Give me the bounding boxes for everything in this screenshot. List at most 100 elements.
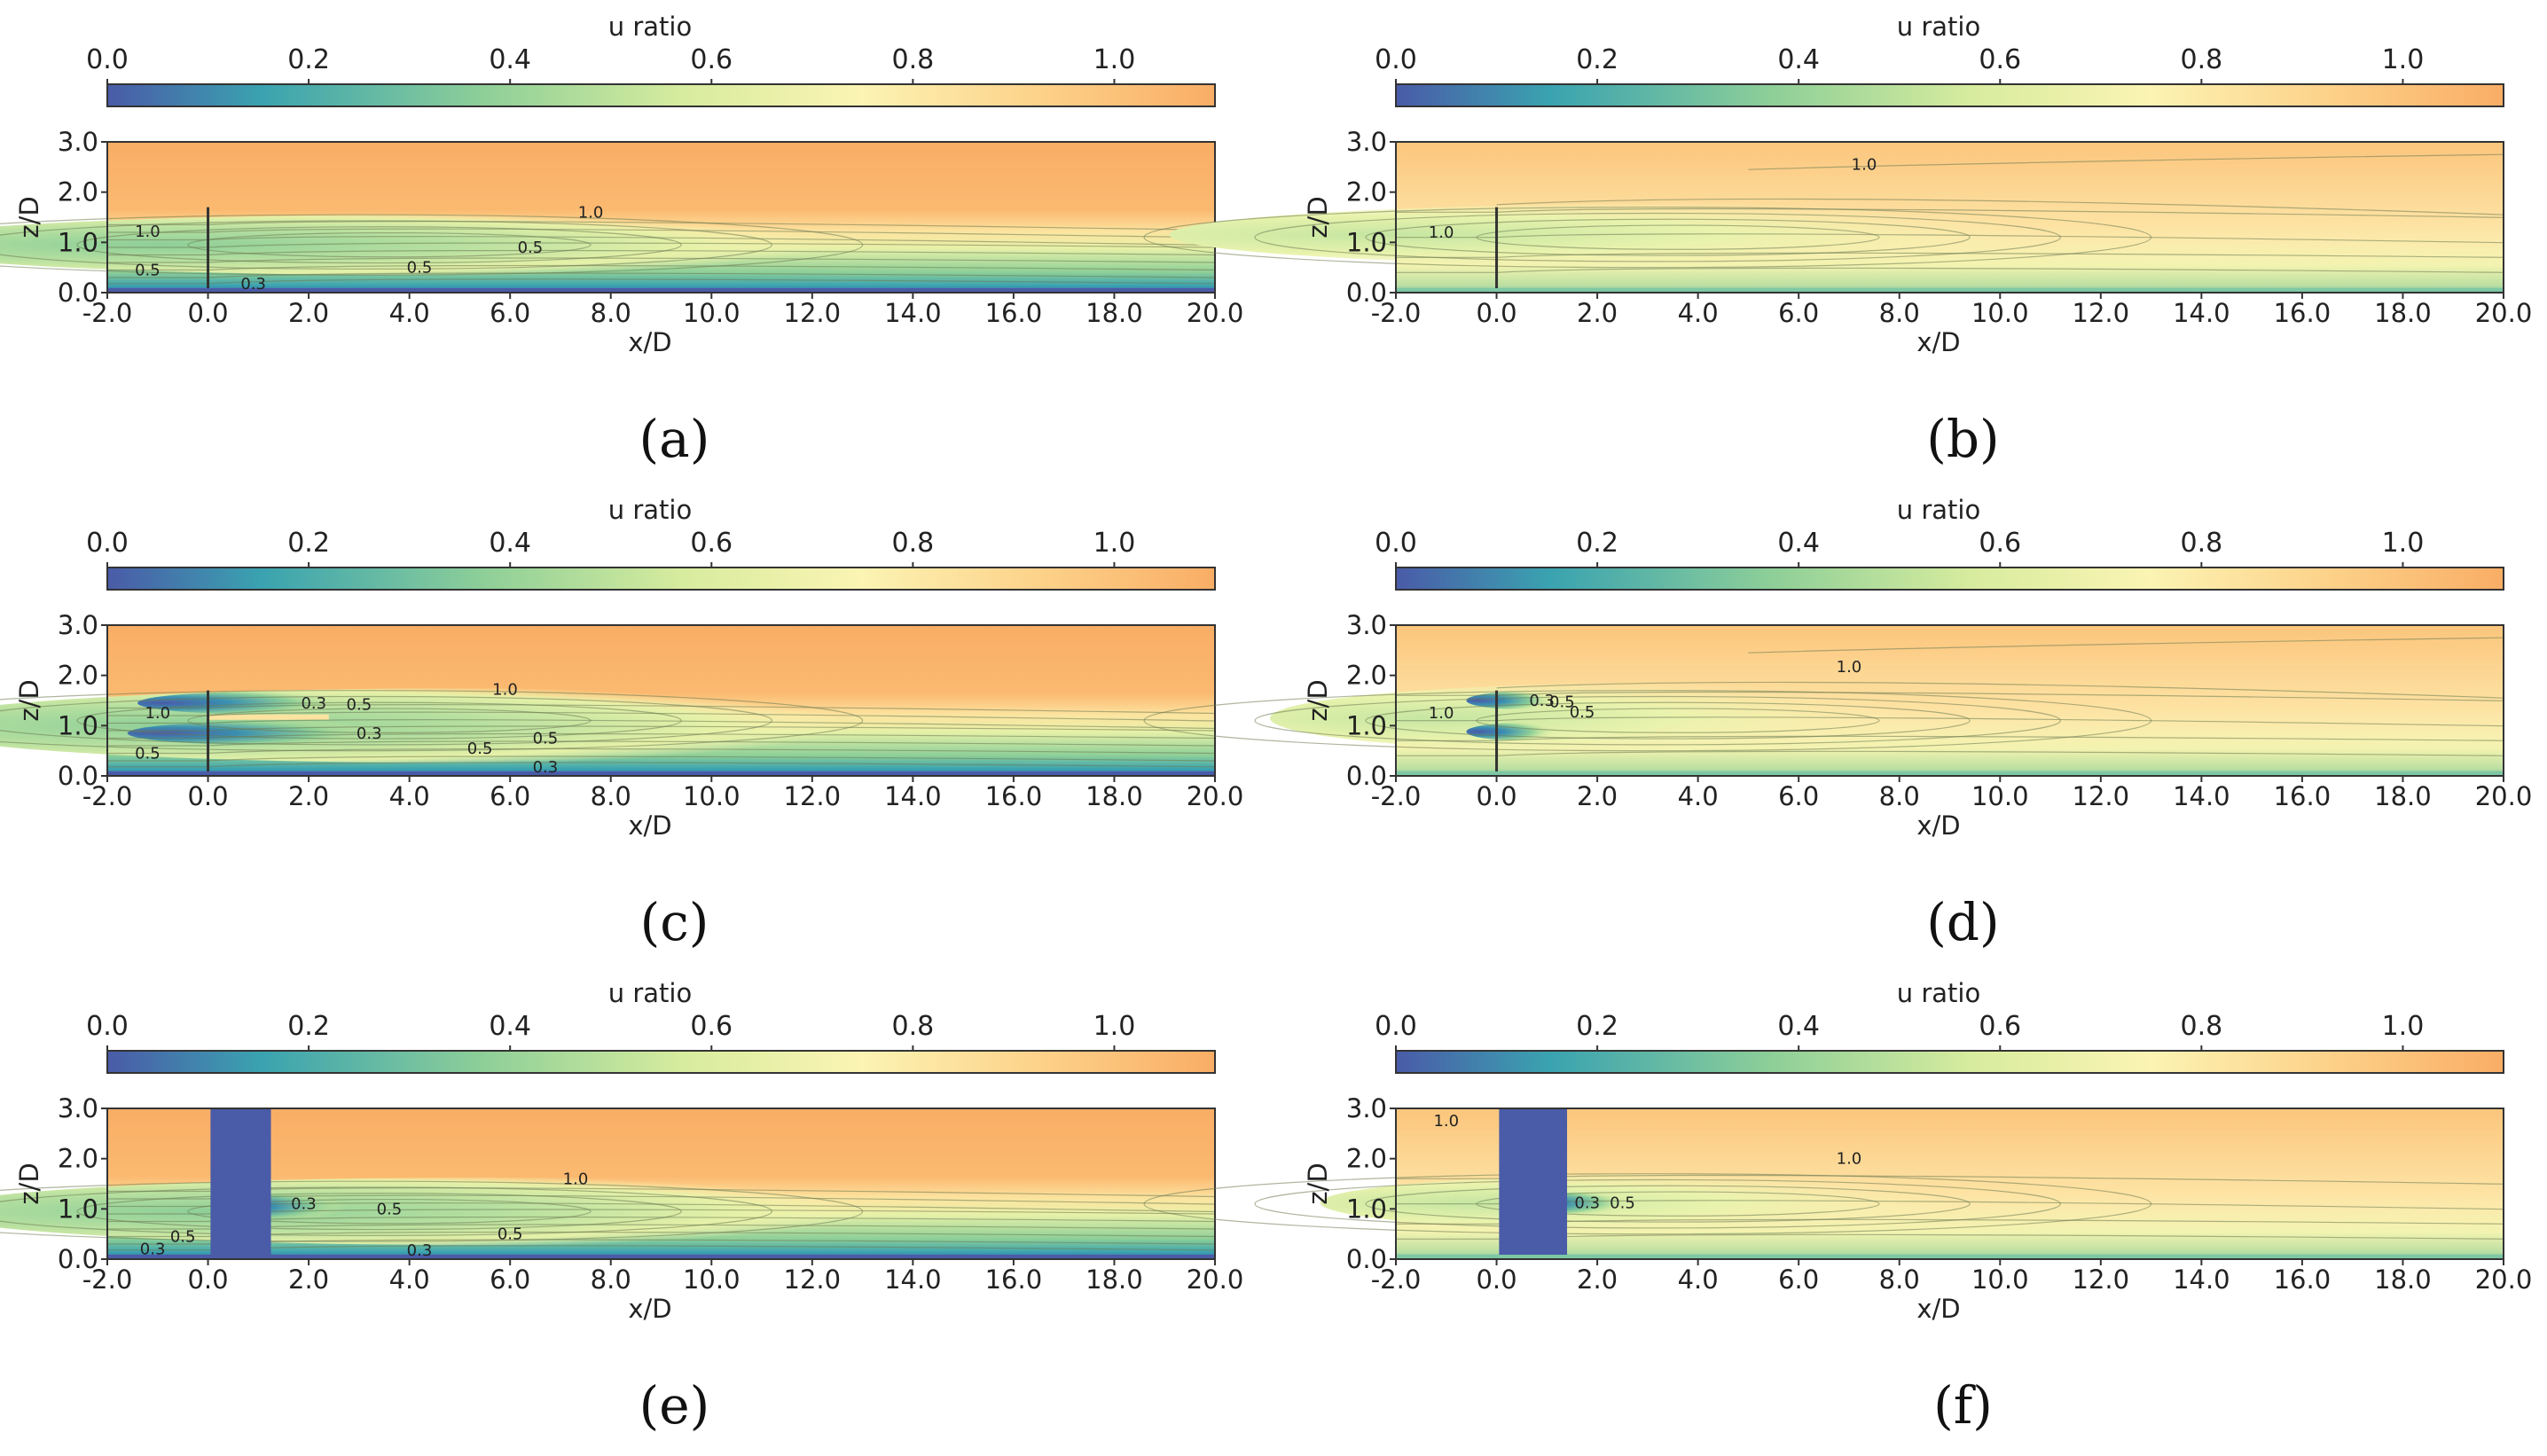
x-tick-label: 8.0 xyxy=(591,781,631,811)
colorbar-tick-label: 0.4 xyxy=(489,44,531,75)
contour-label: 1.0 xyxy=(1852,156,1877,175)
x-tick-label: 14.0 xyxy=(2173,781,2230,811)
y-tick-label: 0.0 xyxy=(1346,278,1387,308)
tower-block xyxy=(210,1108,271,1259)
y-tick-label: 0.0 xyxy=(58,278,98,308)
tower-block xyxy=(1499,1108,1568,1259)
x-tick-label: 16.0 xyxy=(2274,1264,2331,1295)
contour-field: 1.0 1.0 0.3 0.5 0.3 0.5 0.5 0.5 0.3 xyxy=(0,625,1216,777)
x-tick-label: 12.0 xyxy=(2073,781,2130,811)
x-tick-label: 2.0 xyxy=(288,298,329,328)
contour-line xyxy=(1476,1191,1880,1217)
colorbar-tick-label: 0.6 xyxy=(690,44,733,75)
contour-line xyxy=(107,249,1216,256)
x-tick-label: 20.0 xyxy=(2475,298,2533,328)
contour-label: 0.3 xyxy=(291,1195,317,1214)
contour-field: 1.0 1.0 xyxy=(1143,142,2504,293)
x-tick-label: 10.0 xyxy=(1971,1264,2029,1295)
colorbar-label: u ratio xyxy=(1897,978,1980,1008)
contour-lines xyxy=(0,690,1216,768)
colorbar-tick-label: 0.6 xyxy=(1979,528,2021,559)
colorbar-tick-label: 0.8 xyxy=(2181,1011,2223,1042)
contour-line xyxy=(107,762,1216,768)
y-tick-label: 2.0 xyxy=(58,1144,98,1174)
contour-label: 0.3 xyxy=(533,758,559,777)
x-tick-label: 10.0 xyxy=(683,781,741,811)
colorbar-label: u ratio xyxy=(1897,495,1980,525)
contour-label: 0.5 xyxy=(1570,703,1595,722)
y-tick-label: 3.0 xyxy=(58,1093,98,1123)
contour-line xyxy=(0,695,772,746)
x-tick-label: 18.0 xyxy=(2374,781,2432,811)
x-tick-label: 10.0 xyxy=(683,1264,741,1295)
colorbar xyxy=(1395,567,2504,591)
contour-label: 1.0 xyxy=(1837,1150,1862,1169)
contour-line xyxy=(187,708,592,733)
axes-frame xyxy=(106,141,1216,294)
x-axis-label: x/D xyxy=(628,810,671,841)
x-tick-label: 6.0 xyxy=(490,781,530,811)
contour-lines xyxy=(1143,153,2504,273)
contour-label: 0.5 xyxy=(1610,1194,1635,1213)
colorbar-tick-label: 1.0 xyxy=(1093,1011,1136,1042)
y-tick-label: 1.0 xyxy=(58,1194,98,1224)
colorbar xyxy=(106,1050,1216,1074)
x-tick-label: 0.0 xyxy=(1476,1264,1516,1295)
x-tick-label: -2.0 xyxy=(82,1264,133,1295)
x-tick-label: 12.0 xyxy=(784,298,842,328)
x-tick-label: 12.0 xyxy=(2073,298,2130,328)
contour-line xyxy=(1748,153,2504,170)
x-axis-label: x/D xyxy=(1916,810,1960,841)
x-tick-label: 2.0 xyxy=(288,1264,329,1295)
panel-caption: (a) xyxy=(639,409,710,469)
colorbar-tick-label: 1.0 xyxy=(1093,528,1136,559)
y-tick-label: 0.0 xyxy=(58,1244,98,1274)
x-tick-label: 0.0 xyxy=(1476,781,1516,811)
contour-line xyxy=(1143,207,2152,269)
x-tick-label: 18.0 xyxy=(1085,1264,1143,1295)
x-tick-label: 12.0 xyxy=(784,1264,842,1295)
contour-label: 0.5 xyxy=(498,1225,523,1244)
contour-label: 1.0 xyxy=(1429,704,1454,723)
colorbar-tick-label: 0.8 xyxy=(892,44,935,75)
panel-caption: (e) xyxy=(639,1375,710,1436)
contour-field: 1.01.00.30.50.5 xyxy=(1143,625,2504,776)
x-tick-label: 12.0 xyxy=(2073,1264,2130,1295)
contour-line xyxy=(0,1186,772,1236)
contour-line xyxy=(107,719,1216,730)
contour-line xyxy=(1396,750,2504,756)
x-tick-label: 14.0 xyxy=(2173,298,2230,328)
x-tick-label: 20.0 xyxy=(1187,298,1244,328)
y-axis-label: z/D xyxy=(14,196,44,238)
colorbar-label: u ratio xyxy=(608,978,692,1008)
contour-label: 0.5 xyxy=(347,696,372,715)
x-tick-label: 12.0 xyxy=(784,781,842,811)
contour-label: 0.5 xyxy=(1549,693,1575,712)
x-tick-label: 18.0 xyxy=(1085,298,1143,328)
contour-label: 0.5 xyxy=(533,730,559,748)
colorbar-tick-label: 0.6 xyxy=(690,528,733,559)
x-tick-label: 6.0 xyxy=(490,1264,530,1295)
contour-label: 1.0 xyxy=(563,1170,589,1188)
colorbar-label: u ratio xyxy=(1897,12,1980,42)
contour-label: 0.5 xyxy=(518,239,544,257)
colorbar-label: u ratio xyxy=(608,12,692,42)
contour-line xyxy=(107,221,1216,231)
contour-line xyxy=(1254,212,2062,262)
colorbar-tick-label: 0.8 xyxy=(2181,44,2223,75)
contour-label: 0.3 xyxy=(1574,1194,1600,1213)
colorbar-tick-label: 1.0 xyxy=(2382,528,2425,559)
x-tick-label: 14.0 xyxy=(884,1264,942,1295)
panel-caption: (c) xyxy=(640,892,709,952)
wake-core-lower xyxy=(1466,723,1578,741)
x-axis-label: x/D xyxy=(628,1294,671,1324)
x-tick-label: 16.0 xyxy=(985,1264,1043,1295)
x-tick-label: -2.0 xyxy=(82,781,133,811)
x-tick-label: 8.0 xyxy=(1879,1264,1920,1295)
contour-line xyxy=(187,231,592,258)
y-tick-label: 1.0 xyxy=(1346,710,1387,740)
contour-field: 1.00.3 0.50.50.50.3 0.3 xyxy=(0,1108,1216,1260)
